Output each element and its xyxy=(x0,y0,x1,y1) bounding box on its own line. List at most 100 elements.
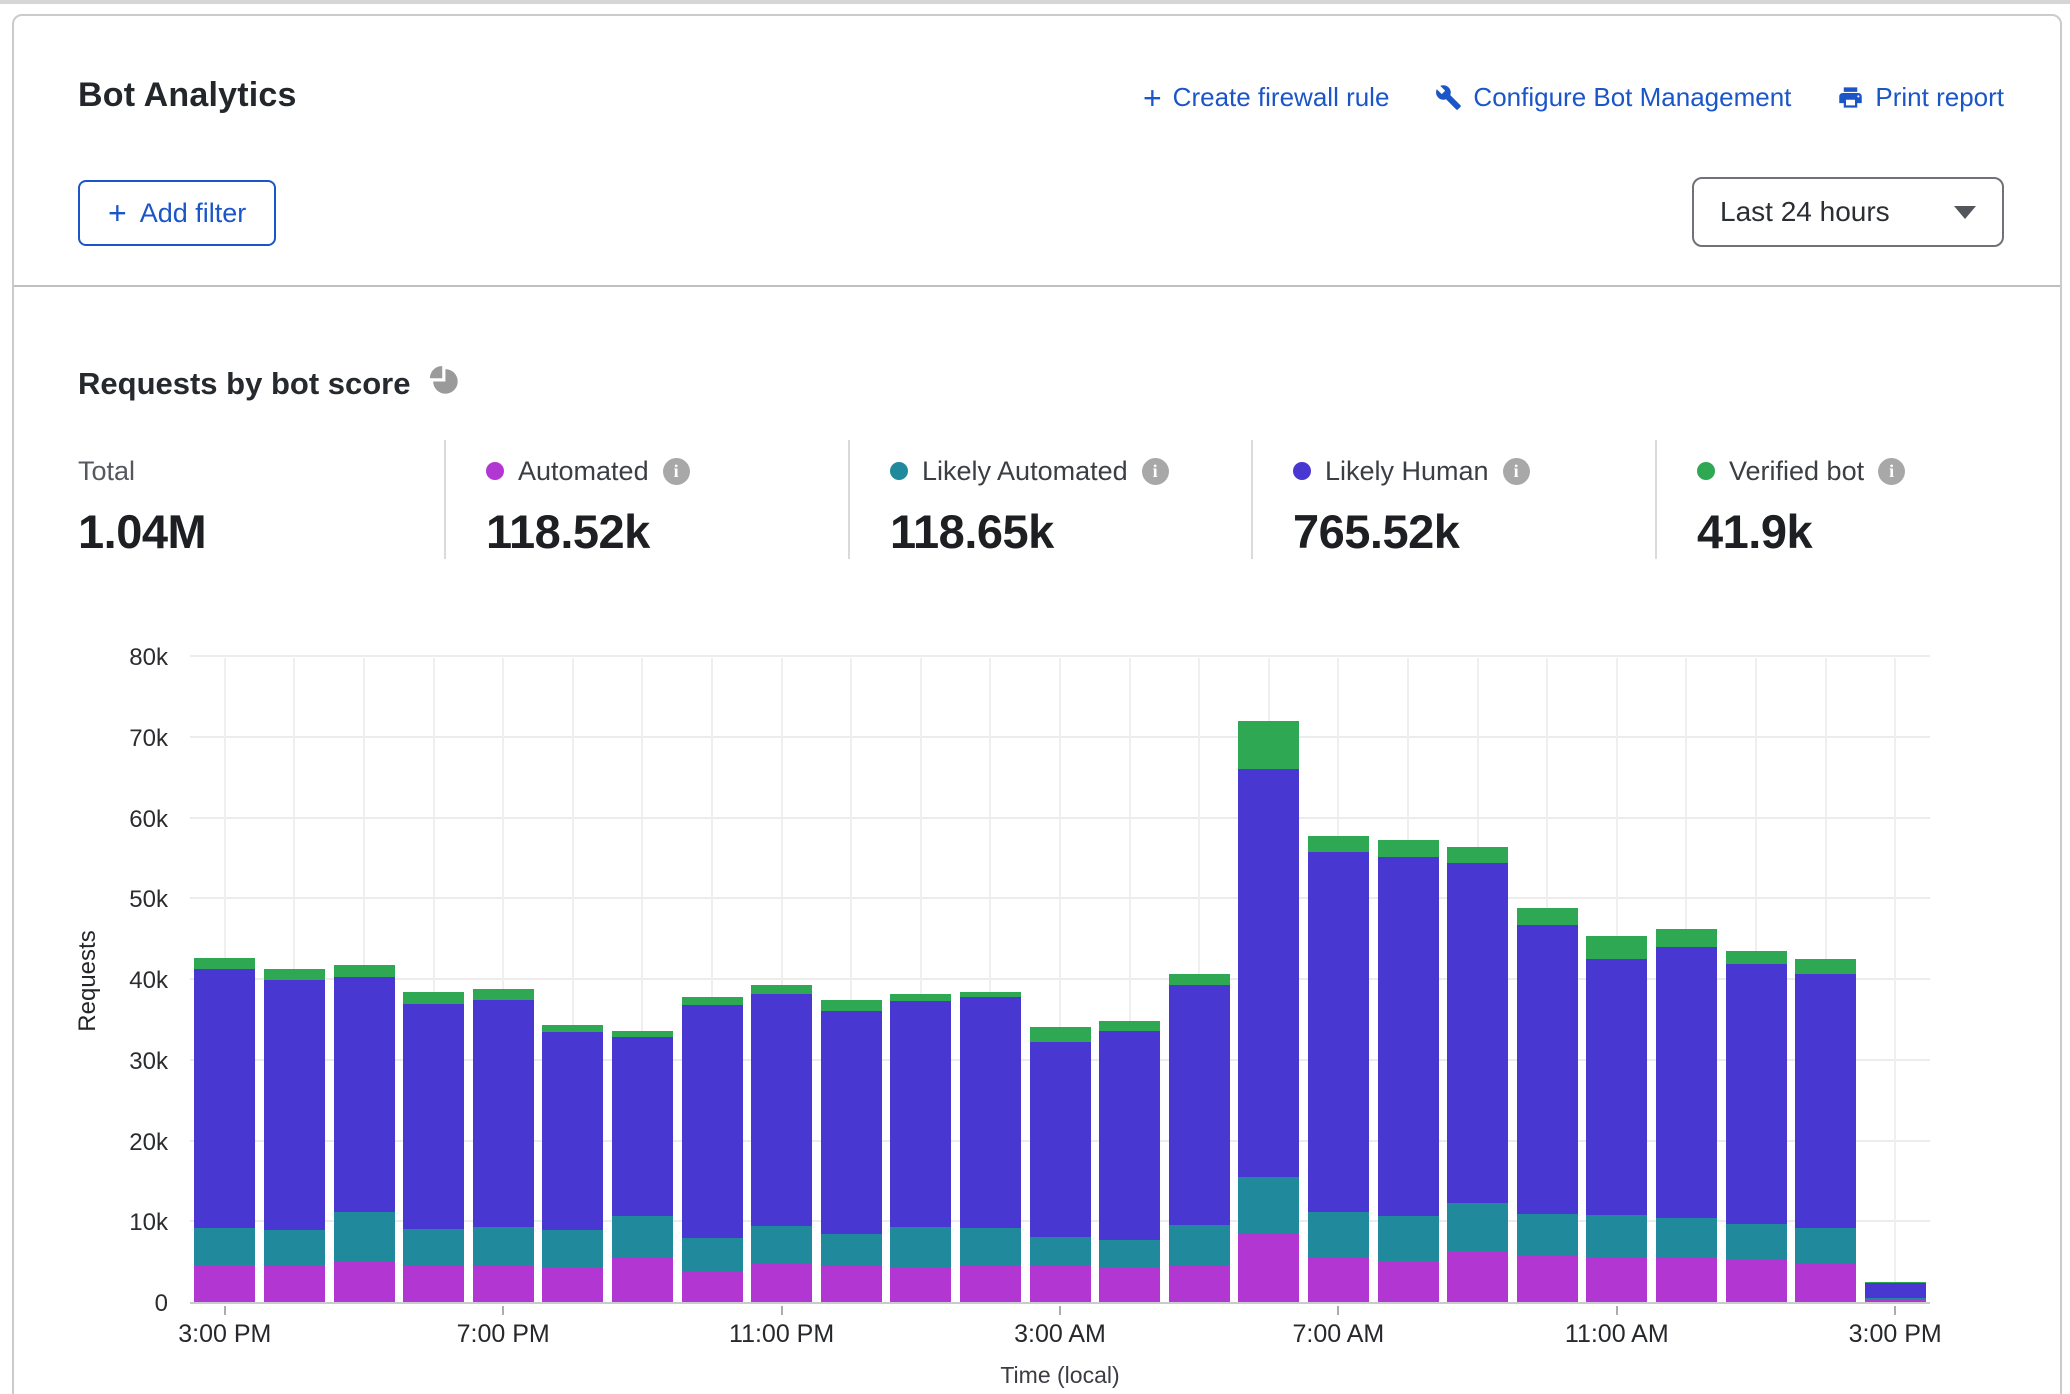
y-tick-label: 0 xyxy=(80,1290,168,1318)
segment-likely-human xyxy=(264,980,325,1230)
bar-1200pm[interactable] xyxy=(1656,929,1717,1302)
info-icon[interactable]: i xyxy=(1878,458,1905,485)
bar-800am[interactable] xyxy=(1378,840,1439,1302)
add-filter-button[interactable]: + Add filter xyxy=(78,180,276,246)
y-axis-title: Requests xyxy=(74,930,102,1031)
segment-verified-bot xyxy=(1169,974,1230,985)
chevron-down-icon xyxy=(1954,206,1976,219)
configure-bot-management-link[interactable]: Configure Bot Management xyxy=(1435,82,1791,113)
y-tick-label: 50k xyxy=(80,886,168,914)
y-tick-label: 70k xyxy=(80,725,168,753)
segment-verified-bot xyxy=(821,1000,882,1011)
x-tick-label: 7:00 AM xyxy=(1248,1320,1428,1349)
bar-900am[interactable] xyxy=(1447,847,1508,1302)
bar-700am[interactable] xyxy=(1308,836,1369,1302)
bar-300pm[interactable] xyxy=(194,958,255,1302)
info-icon[interactable]: i xyxy=(1142,458,1169,485)
segment-likely-human xyxy=(1378,857,1439,1216)
segment-automated xyxy=(890,1268,951,1302)
segment-automated xyxy=(1795,1264,1856,1302)
segment-likely-human xyxy=(821,1011,882,1235)
bar-1100am[interactable] xyxy=(1586,936,1647,1302)
segment-likely-human xyxy=(1099,1031,1160,1240)
info-icon[interactable]: i xyxy=(663,458,690,485)
x-tick-label: 3:00 PM xyxy=(135,1320,315,1349)
info-icon[interactable]: i xyxy=(1503,458,1530,485)
bar-600am[interactable] xyxy=(1238,721,1299,1302)
bar-300am[interactable] xyxy=(1030,1027,1091,1302)
bar-1000pm[interactable] xyxy=(682,997,743,1302)
segment-automated xyxy=(1865,1300,1926,1302)
bar-500pm[interactable] xyxy=(334,965,395,1302)
page-title: Bot Analytics xyxy=(78,76,297,115)
section-title-row: Requests by bot score xyxy=(78,364,459,403)
segment-likely-human xyxy=(1447,863,1508,1204)
print-report-link[interactable]: Print report xyxy=(1837,82,2004,113)
stat-automated-value: 118.52k xyxy=(486,504,848,559)
create-firewall-rule-label: Create firewall rule xyxy=(1173,82,1390,113)
segment-likely-automated xyxy=(1238,1177,1299,1234)
segment-verified-bot xyxy=(1099,1021,1160,1031)
bar-100pm[interactable] xyxy=(1726,951,1787,1302)
segment-likely-human xyxy=(1030,1042,1091,1237)
segment-automated xyxy=(403,1266,464,1302)
bar-600pm[interactable] xyxy=(403,992,464,1302)
segment-likely-automated xyxy=(890,1227,951,1268)
segment-likely-automated xyxy=(542,1230,603,1267)
segment-automated xyxy=(473,1266,534,1302)
segment-automated xyxy=(821,1266,882,1302)
top-strip xyxy=(0,0,2070,4)
time-range-dropdown[interactable]: Last 24 hours xyxy=(1692,177,2004,247)
y-tick-label: 30k xyxy=(80,1048,168,1076)
bar-500am[interactable] xyxy=(1169,974,1230,1302)
bar-1100pm[interactable] xyxy=(751,985,812,1302)
segment-likely-human xyxy=(1586,959,1647,1215)
bar-300pm[interactable] xyxy=(1865,1282,1926,1302)
segment-verified-bot xyxy=(1308,836,1369,852)
bar-1200am[interactable] xyxy=(821,1000,882,1302)
pie-chart-icon xyxy=(428,364,459,403)
segment-verified-bot xyxy=(1795,959,1856,974)
stats-row: Total 1.04M Automated i 118.52k Likely A… xyxy=(78,440,2020,559)
segment-likely-automated xyxy=(1378,1216,1439,1260)
segment-automated xyxy=(334,1262,395,1302)
x-tick-mark xyxy=(1059,1306,1061,1315)
create-firewall-rule-link[interactable]: + Create firewall rule xyxy=(1143,82,1389,113)
bar-900pm[interactable] xyxy=(612,1031,673,1302)
stat-likely-automated-value: 118.65k xyxy=(890,504,1251,559)
segment-automated xyxy=(1169,1266,1230,1302)
segment-likely-human xyxy=(1169,985,1230,1225)
bar-1000am[interactable] xyxy=(1517,908,1578,1302)
segment-likely-automated xyxy=(1586,1215,1647,1258)
x-tick-label: 3:00 AM xyxy=(970,1320,1150,1349)
segment-automated xyxy=(1030,1266,1091,1302)
segment-verified-bot xyxy=(194,958,255,969)
stat-verified-bot-value: 41.9k xyxy=(1697,504,2020,559)
segment-verified-bot xyxy=(1447,847,1508,862)
section-title: Requests by bot score xyxy=(78,366,410,402)
segment-likely-human xyxy=(682,1005,743,1238)
segment-automated xyxy=(194,1265,255,1302)
segment-automated xyxy=(1378,1261,1439,1302)
x-axis-title: Time (local) xyxy=(190,1362,1930,1389)
bar-400pm[interactable] xyxy=(264,969,325,1302)
bar-100am[interactable] xyxy=(890,994,951,1302)
bar-200pm[interactable] xyxy=(1795,959,1856,1302)
segment-likely-human xyxy=(1308,852,1369,1212)
segment-automated xyxy=(264,1266,325,1302)
segment-likely-automated xyxy=(1726,1224,1787,1259)
bar-200am[interactable] xyxy=(960,992,1021,1302)
bar-700pm[interactable] xyxy=(473,989,534,1302)
segment-verified-bot xyxy=(1517,908,1578,925)
segment-verified-bot xyxy=(264,969,325,980)
bar-400am[interactable] xyxy=(1099,1021,1160,1302)
bar-800pm[interactable] xyxy=(542,1025,603,1302)
segment-likely-human xyxy=(403,1004,464,1228)
stat-likely-automated: Likely Automated i 118.65k xyxy=(848,440,1251,559)
printer-icon xyxy=(1837,84,1864,111)
segment-automated xyxy=(1447,1251,1508,1302)
segment-verified-bot xyxy=(682,997,743,1005)
y-tick-label: 10k xyxy=(80,1209,168,1237)
x-tick-label: 11:00 AM xyxy=(1527,1320,1707,1349)
segment-verified-bot xyxy=(403,992,464,1004)
